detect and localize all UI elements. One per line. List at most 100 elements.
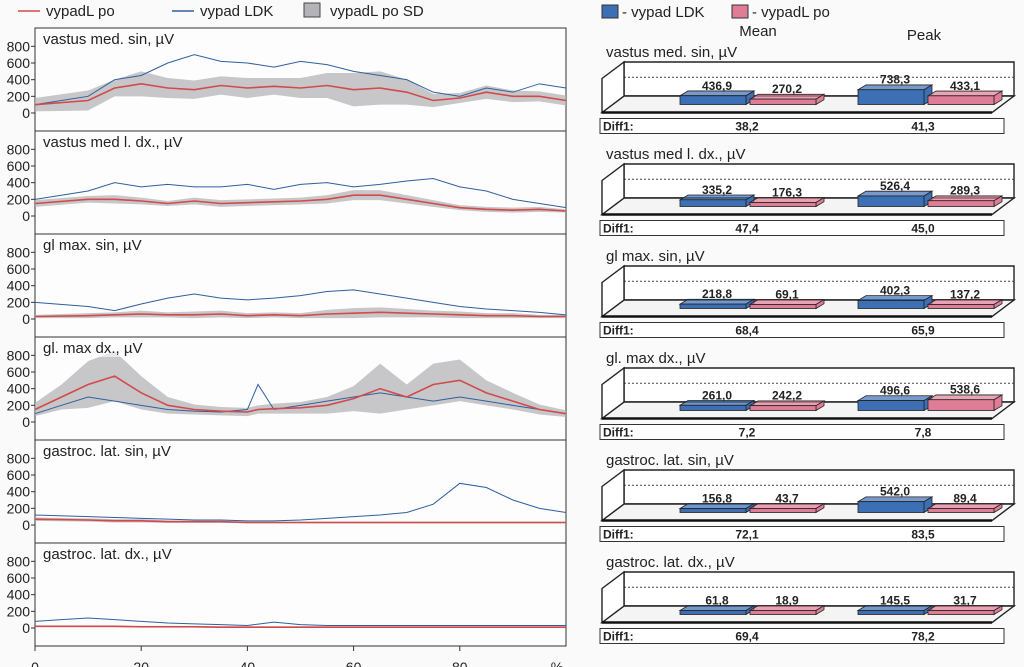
legend-po-label: vypadL po — [46, 3, 115, 20]
panel-title-bg — [37, 133, 247, 151]
bar-front — [749, 304, 817, 309]
bar-front — [857, 195, 925, 207]
x-tick-label: 20 — [133, 659, 149, 667]
y-tick-label: 400 — [7, 381, 31, 397]
bar-panel-title: vastus med l. dx., µV — [606, 146, 746, 163]
bar-po-peak: 137,2 — [926, 288, 1004, 310]
bar-front — [749, 202, 817, 207]
panel-title: gl. max dx., µV — [43, 340, 143, 357]
bar-front — [927, 200, 995, 207]
bar-po-peak: 289,3 — [926, 184, 1004, 208]
bar-front — [679, 404, 747, 411]
x-tick-label: 80 — [452, 659, 468, 667]
bar-po-mean: 69,1 — [748, 288, 826, 310]
bar-value-label: 18,9 — [775, 594, 799, 608]
bar-ldk-peak: 526,4 — [856, 179, 934, 208]
bar-front — [927, 95, 995, 105]
box-left-wall — [601, 570, 625, 624]
bar-value-label: 433,1 — [950, 79, 980, 93]
bar-ldk-mean: 61,8 — [678, 594, 756, 616]
box-left-wall — [601, 468, 625, 522]
bar-ldk-mean: 335,2 — [678, 183, 756, 208]
peak-header: Peak — [907, 27, 942, 44]
bar-front — [749, 405, 817, 411]
diff-peak-value: 65,9 — [911, 324, 935, 338]
diff-peak-value: 78,2 — [911, 630, 935, 644]
y-tick-label: 600 — [7, 261, 31, 277]
y-tick-label: 800 — [7, 141, 31, 157]
bar-panel-title: gl. max dx., µV — [606, 350, 706, 367]
series-ldk-line — [34, 177, 567, 209]
panel-title-bg — [37, 236, 247, 254]
panel-title-bg — [37, 442, 247, 460]
box-left-wall — [601, 366, 625, 420]
bar-front — [857, 400, 925, 411]
y-tick-label: 0 — [22, 620, 30, 636]
box-left-wall — [601, 264, 625, 318]
y-tick-label: 200 — [7, 294, 31, 310]
series-po-line — [35, 625, 566, 628]
panel-title-bg — [37, 339, 247, 357]
bar-po-peak: 433,1 — [926, 79, 1004, 106]
diff-label: Diff1: — [603, 426, 634, 440]
diff-label: Diff1: — [603, 528, 634, 542]
bar-front — [679, 199, 747, 207]
bar-po-peak: 538,6 — [926, 383, 1004, 412]
diff-row — [599, 628, 1005, 644]
legend-sd-swatch — [303, 2, 321, 18]
legend-bar-po-swatch — [731, 4, 749, 19]
y-tick-label: 200 — [7, 500, 31, 516]
diff-mean-value: 69,4 — [735, 630, 759, 644]
bar-ldk-mean: 436,9 — [678, 79, 756, 106]
diff-row — [599, 424, 1005, 440]
bar-value-label: 145,5 — [880, 594, 910, 608]
bar-po-mean: 242,2 — [748, 389, 826, 412]
bar-value-label: 69,1 — [775, 288, 799, 302]
bar-front — [857, 89, 925, 105]
bar-front — [857, 501, 925, 513]
y-tick-label: 0 — [22, 311, 30, 327]
diff-row — [599, 322, 1005, 338]
legend-bar-ldk-label: - vypad LDK — [622, 4, 705, 21]
legend-ldk-label: vypad LDK — [200, 3, 273, 20]
bar-ldk-mean: 261,0 — [678, 388, 756, 412]
diff-row — [599, 220, 1005, 236]
panel-title: gastroc. lat. dx., µV — [43, 546, 172, 563]
diff-peak-value: 45,0 — [911, 222, 935, 236]
legend-bar-po-text: vypadL po — [761, 4, 830, 21]
bar-value-label: 402,3 — [880, 283, 910, 297]
panel-title: gastroc. lat. sin, µV — [43, 443, 171, 460]
x-tick-label: % — [551, 659, 563, 667]
bar-panel-5: gastroc. lat. dx., µV 61,8 18,9 145,5 31,7 Di… — [599, 554, 1017, 644]
y-tick-label: 400 — [7, 278, 31, 294]
bar-front — [927, 399, 995, 411]
bar-value-label: 738,3 — [880, 73, 910, 87]
bar-panel-2: gl max. sin, µV 218,8 69,1 402,3 137,2 Diff1:… — [599, 248, 1017, 338]
y-tick-label: 0 — [22, 208, 30, 224]
panel-title: gl max. sin, µV — [43, 237, 142, 254]
box-left-wall — [601, 60, 625, 114]
bar-value-label: 242,2 — [772, 389, 802, 403]
diff-row — [599, 526, 1005, 542]
diff-mean-value: 38,2 — [735, 120, 759, 134]
legend-bar-ldk-dash: - — [622, 4, 631, 21]
panel-title: vastus med. sin, µV — [43, 31, 174, 48]
bar-panel-1: vastus med l. dx., µV 335,2 176,3 526,4 289,… — [599, 146, 1017, 236]
bar-value-label: 526,4 — [880, 179, 910, 193]
y-tick-label: 800 — [7, 347, 31, 363]
series-po-line — [34, 375, 567, 415]
y-tick-label: 800 — [7, 553, 31, 569]
bar-front — [749, 98, 817, 105]
y-tick-label: 600 — [7, 158, 31, 174]
bar-value-label: 31,7 — [953, 594, 977, 608]
bar-front — [679, 95, 747, 105]
series-ldk-line — [34, 54, 567, 106]
bar-value-label: 289,3 — [950, 184, 980, 198]
diff-row — [599, 118, 1005, 134]
y-tick-label: 400 — [7, 72, 31, 88]
